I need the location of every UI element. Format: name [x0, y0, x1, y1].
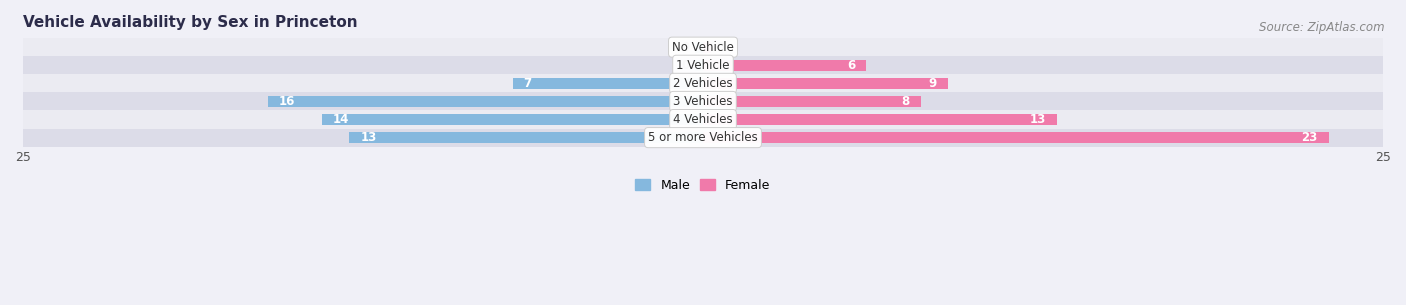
Bar	[703, 132, 1329, 143]
Text: 0: 0	[682, 41, 689, 54]
Text: 3 Vehicles: 3 Vehicles	[673, 95, 733, 108]
Text: 14: 14	[333, 113, 350, 126]
Text: 13: 13	[360, 131, 377, 144]
Text: 13: 13	[1029, 113, 1046, 126]
Bar	[22, 38, 1384, 56]
Text: 9: 9	[929, 77, 936, 90]
Bar	[322, 114, 703, 125]
Text: 8: 8	[901, 95, 910, 108]
Text: Vehicle Availability by Sex in Princeton: Vehicle Availability by Sex in Princeton	[22, 15, 357, 30]
Bar	[22, 56, 1384, 74]
Text: 7: 7	[523, 77, 531, 90]
Bar	[695, 60, 703, 71]
Bar	[695, 41, 703, 53]
Bar	[703, 78, 948, 89]
Text: 1 Vehicle: 1 Vehicle	[676, 59, 730, 72]
Bar	[267, 96, 703, 107]
Text: No Vehicle: No Vehicle	[672, 41, 734, 54]
Text: 6: 6	[846, 59, 855, 72]
Bar	[22, 74, 1384, 92]
Bar	[703, 96, 921, 107]
Text: 0: 0	[717, 41, 724, 54]
Bar	[22, 110, 1384, 129]
Bar	[349, 132, 703, 143]
Text: 5 or more Vehicles: 5 or more Vehicles	[648, 131, 758, 144]
Bar	[22, 92, 1384, 110]
Bar	[703, 114, 1057, 125]
Text: Source: ZipAtlas.com: Source: ZipAtlas.com	[1260, 21, 1385, 34]
Bar	[703, 41, 711, 53]
Text: 2 Vehicles: 2 Vehicles	[673, 77, 733, 90]
Bar	[703, 60, 866, 71]
Text: 23: 23	[1302, 131, 1317, 144]
Bar	[513, 78, 703, 89]
Text: 16: 16	[278, 95, 295, 108]
Legend: Male, Female: Male, Female	[630, 174, 776, 197]
Bar	[22, 129, 1384, 147]
Text: 4 Vehicles: 4 Vehicles	[673, 113, 733, 126]
Text: 0: 0	[682, 59, 689, 72]
